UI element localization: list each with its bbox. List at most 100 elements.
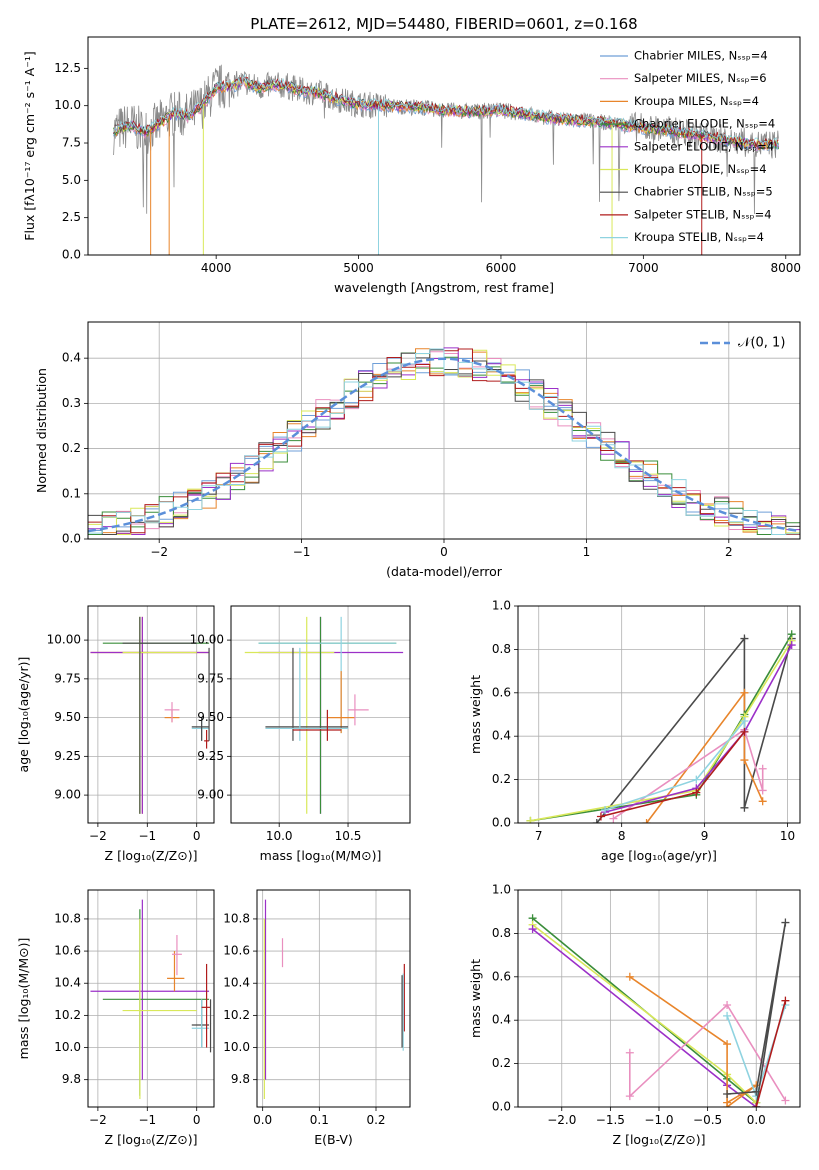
tick-label-y: 0.6 [492, 685, 511, 699]
tick-label-x: 2 [725, 545, 733, 559]
plus-marker [740, 717, 749, 726]
tick-label-x: 0 [193, 829, 201, 843]
plus-marker [758, 797, 767, 806]
x-axis-label: (data-model)/error [386, 564, 503, 579]
tick-label-y: 0.2 [492, 772, 511, 786]
x-axis-label: wavelength [Angstrom, rest frame] [334, 280, 554, 295]
axes-frame [517, 605, 801, 824]
plus-marker [740, 803, 749, 812]
tick-label-y: 0.2 [492, 1056, 511, 1070]
axes-frame [87, 605, 215, 824]
tick-label-y: 9.50 [54, 710, 81, 724]
tick-label-y: 9.00 [54, 788, 81, 802]
tick-label-y: 0.2 [62, 441, 81, 455]
panel-mass-weight-vs-Z: −2.0 −1.5 −1.0 −0.5 0.0 0.0 0.2 0.4 0.6 0.8 1.0 Z [… [468, 883, 801, 1147]
tick-label-x: 10 [780, 829, 795, 843]
mass-weight-line [532, 917, 758, 1107]
tick-label-x: 0 [193, 1113, 201, 1127]
plot-area [90, 899, 212, 1099]
legend-label: Salpeter STELIB, Nₛₛₚ=4 [634, 207, 772, 221]
plus-marker [642, 819, 651, 823]
axes-frame [87, 36, 801, 256]
panel-age-vs-Z: −2 −1 0 9.00 9.25 9.50 9.75 10.00 Z [log₁₀(Z/Z⊙)… [16, 605, 215, 863]
tick-label-x: 0.0 [747, 1113, 766, 1127]
mass-weight-line [604, 644, 793, 813]
x-axis-label: mass [log₁₀(M/M⊙)] [260, 848, 382, 863]
plot-area [528, 914, 790, 1107]
tick-label-y: 0.0 [62, 532, 81, 546]
tick-label-y: 9.8 [62, 1072, 81, 1086]
y-axis-label: Normed distribution [34, 368, 49, 493]
histogram-step [88, 348, 800, 535]
x-axis-label: Z [log₁₀(Z/Z⊙)] [105, 1132, 198, 1147]
tick-label-y: 10.2 [223, 1008, 250, 1022]
tick-label-y: 10.4 [54, 976, 81, 990]
plot-area [90, 616, 210, 814]
mass-weight-line [612, 728, 764, 820]
x-axis-label: Z [log₁₀(Z/Z⊙)] [613, 1132, 706, 1147]
plus-marker [752, 1103, 761, 1107]
mass-weight-line [628, 1003, 787, 1101]
tick-label-x: −2.0 [547, 1113, 576, 1127]
plot-area [113, 64, 779, 255]
tick-label-y: 10.8 [223, 911, 250, 925]
tick-label-x: −1 [138, 829, 156, 843]
plus-marker [596, 812, 605, 821]
plot-area [244, 616, 404, 814]
plus-marker [609, 814, 618, 823]
legend-label: Kroupa STELIB, Nₛₛₚ=4 [634, 230, 764, 244]
x-axis-label: age [log₁₀(age/yr)] [601, 848, 717, 863]
plus-marker [758, 786, 767, 795]
tick-label-y: 7.5 [62, 136, 81, 150]
tick-label-y: 9.75 [54, 671, 81, 685]
plus-marker [723, 1001, 732, 1010]
tick-label-y: 0.8 [492, 642, 511, 656]
plot-area [88, 347, 800, 535]
mass-weight-line [530, 633, 793, 822]
tick-label-x: −1.5 [596, 1113, 625, 1127]
tick-label-y: 9.50 [197, 710, 224, 724]
tick-label-x: 9 [701, 829, 709, 843]
tick-label-x: 6000 [486, 261, 517, 275]
axes-frame [87, 889, 215, 1108]
plus-marker [781, 918, 790, 927]
tick-label-y: 10.00 [190, 633, 224, 647]
axes-frame [256, 889, 411, 1108]
tick-label-x: 0 [440, 545, 448, 559]
y-axis-label: Flux [fλ10⁻¹⁷ erg cm⁻² s⁻¹ A⁻¹] [22, 51, 37, 240]
legend-label: 𝒩(0, 1) [738, 336, 785, 351]
tick-label-y: 0.6 [492, 969, 511, 983]
tick-label-y: 0.8 [492, 926, 511, 940]
tick-label-x: −1.0 [644, 1113, 673, 1127]
x-axis-label: E(B-V) [314, 1132, 353, 1147]
plus-marker [723, 1011, 732, 1020]
tick-label-y: 5.0 [62, 173, 81, 187]
plus-marker [625, 1092, 634, 1101]
legend-label: Chabrier ELODIE, Nₛₛₚ=4 [634, 117, 775, 131]
tick-label-x: 10.5 [335, 829, 362, 843]
tick-label-x: −2 [89, 829, 107, 843]
plus-marker [528, 925, 537, 934]
tick-label-x: −1 [293, 545, 311, 559]
tick-label-x: 0.2 [366, 1113, 385, 1127]
plus-marker [625, 972, 634, 981]
tick-label-y: 10.00 [47, 633, 81, 647]
plus-marker [723, 1089, 732, 1098]
tick-label-y: 0.4 [62, 351, 81, 365]
plus-marker [601, 805, 610, 814]
axes-frame [230, 605, 411, 824]
tick-label-x: 10.0 [266, 829, 293, 843]
mass-weight-line [532, 928, 757, 1107]
mass-weight-line [629, 976, 757, 1107]
legend-label: Chabrier STELIB, Nₛₛₚ=5 [634, 185, 773, 199]
tick-label-y: 10.0 [54, 98, 81, 112]
tick-label-x: 0.1 [310, 1113, 329, 1127]
panel-spectrum: Chabrier MILES, Nₛₛₚ=4 Salpeter MILES, Nₛ… [22, 15, 801, 295]
plus-marker [723, 1040, 732, 1049]
tick-label-y: 9.25 [54, 749, 81, 763]
legend-label: Salpeter MILES, Nₛₛₚ=6 [634, 71, 767, 85]
tick-label-y: 10.4 [223, 976, 250, 990]
mass-weight-line [727, 922, 787, 1107]
plus-marker [723, 1098, 732, 1107]
tick-label-x: 8 [618, 829, 626, 843]
